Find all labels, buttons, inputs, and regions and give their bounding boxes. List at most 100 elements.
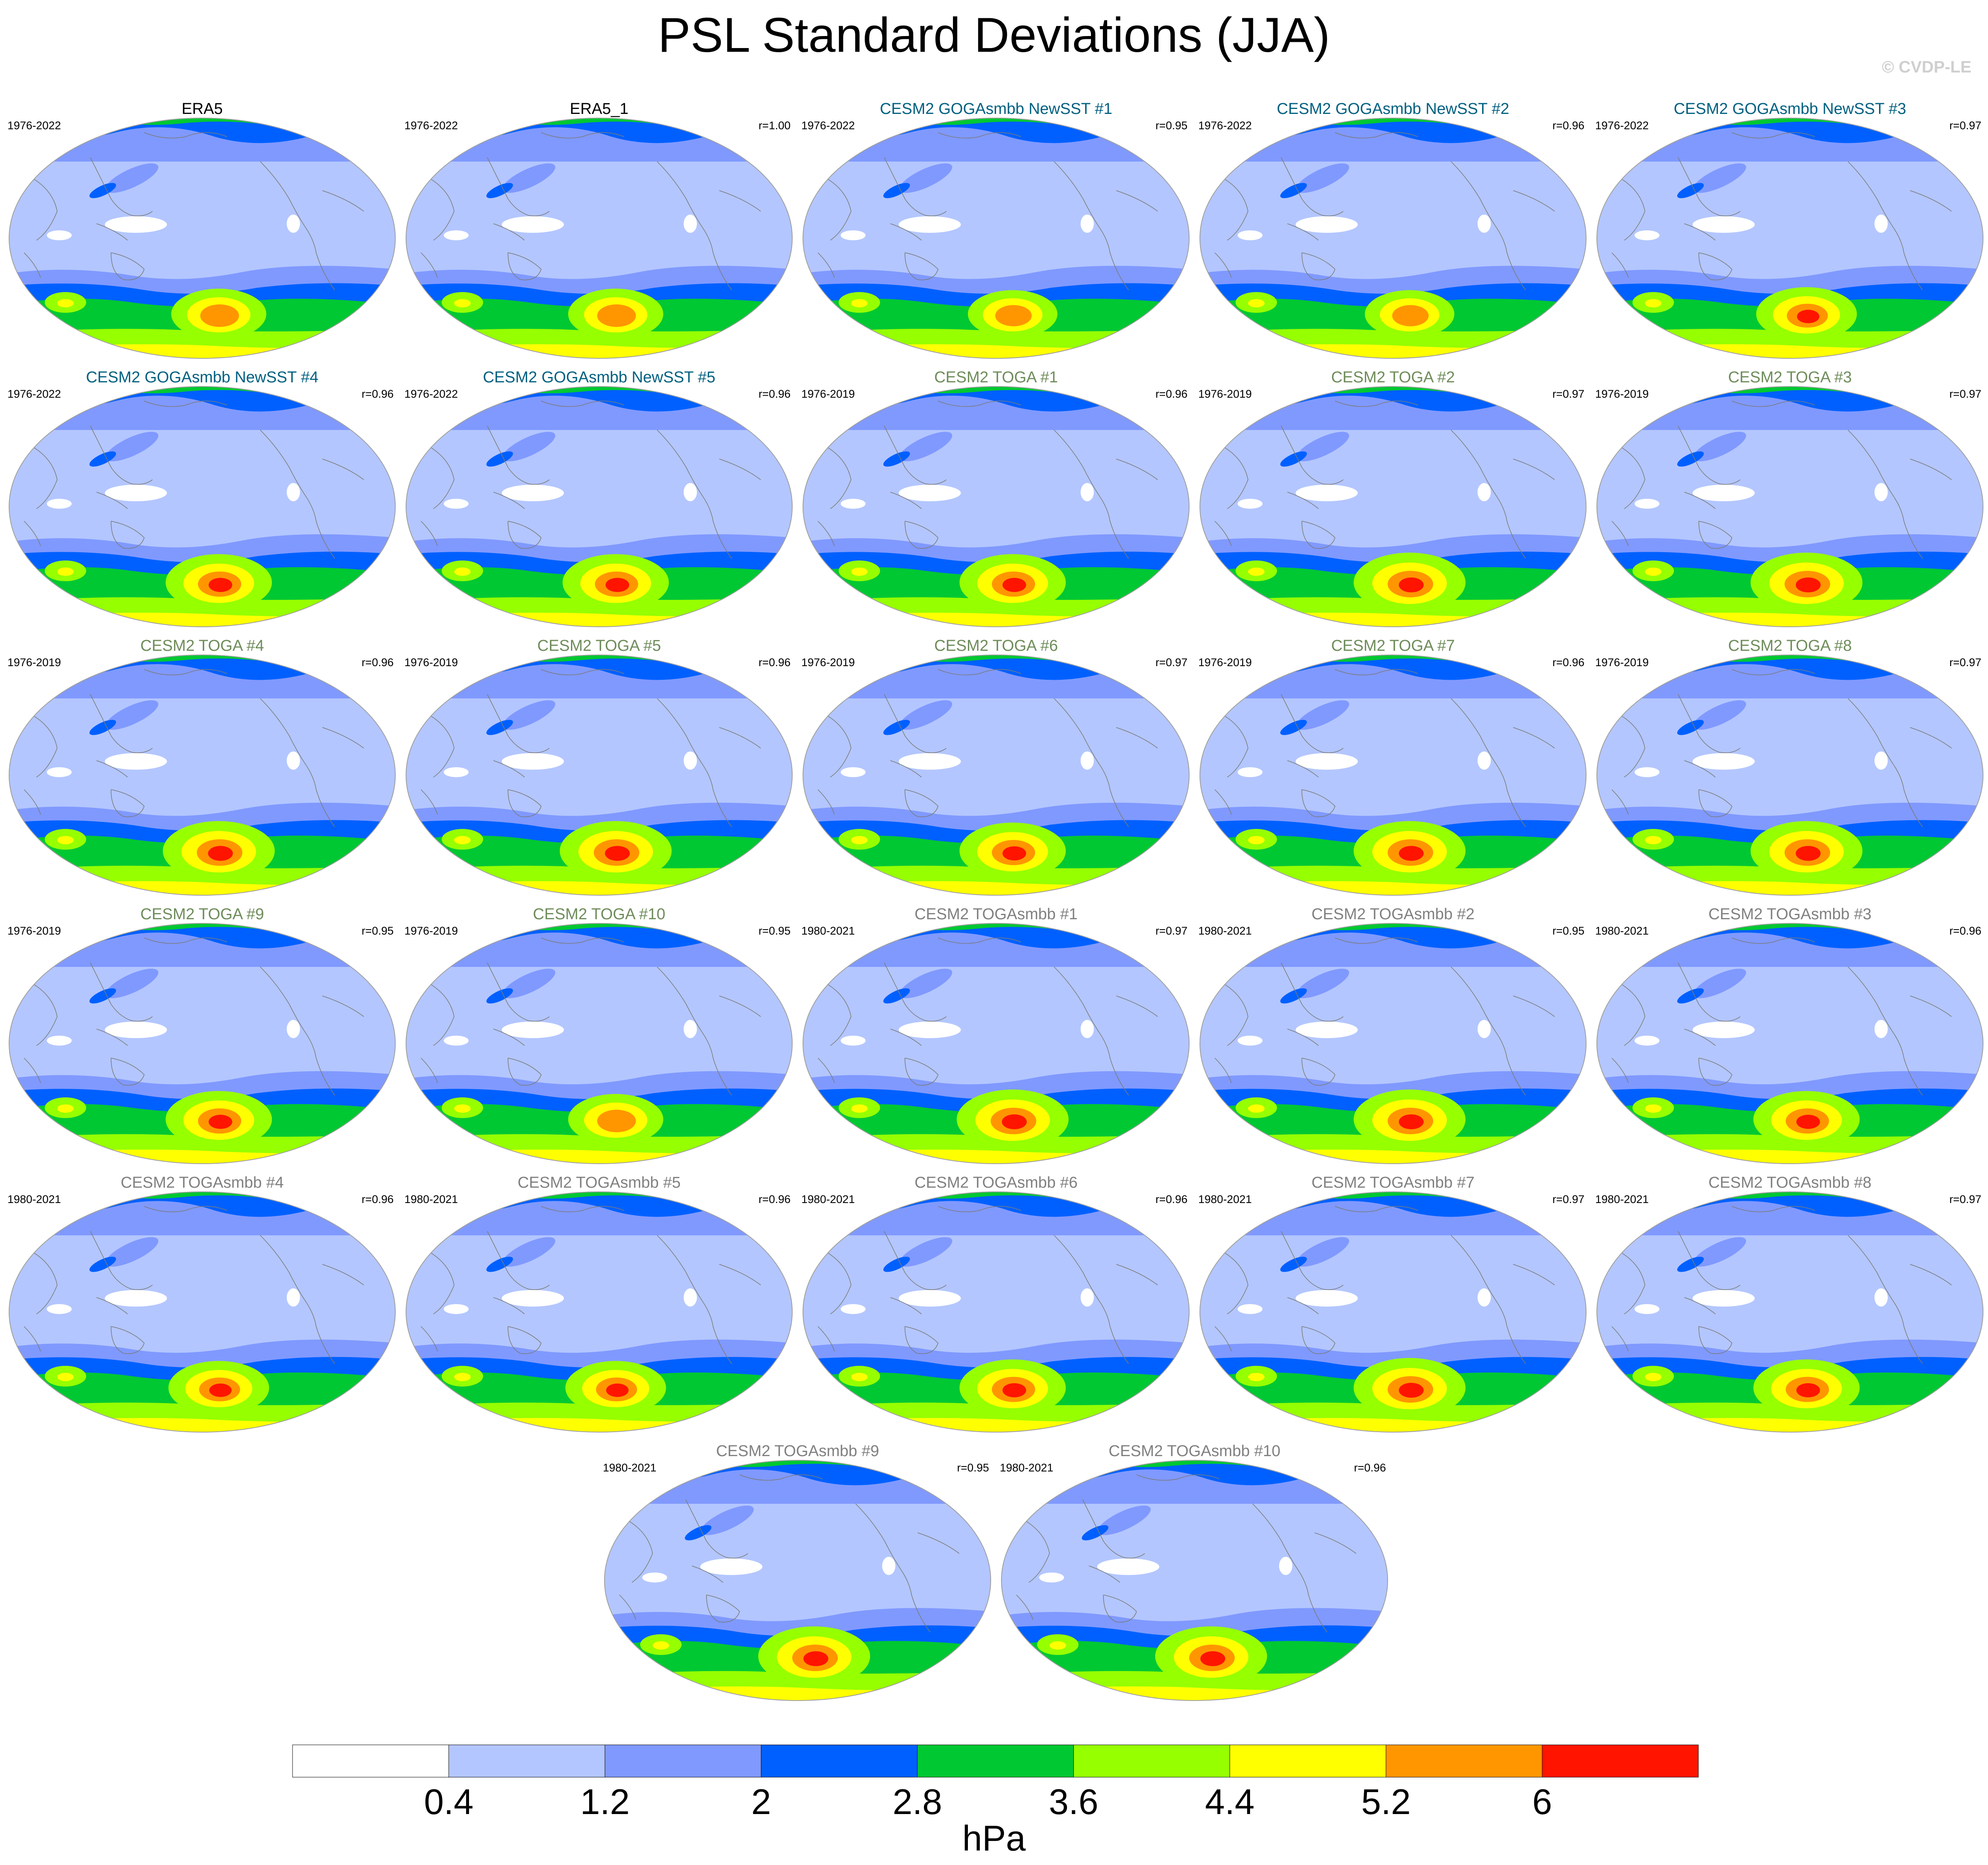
panel-title: CESM2 TOGA #8 bbox=[1728, 637, 1852, 655]
map-outline bbox=[1596, 386, 1983, 627]
psl-stddev-map bbox=[406, 386, 793, 627]
panel-title: CESM2 GOGAsmbb NewSST #3 bbox=[1674, 100, 1906, 118]
panel-title: CESM2 TOGAsmbb #1 bbox=[914, 906, 1078, 923]
panel-pattern-correlation: r=0.95 bbox=[758, 925, 791, 937]
panel-title: CESM2 GOGAsmbb NewSST #1 bbox=[880, 100, 1113, 118]
colorbar-tick-label: 6 bbox=[1532, 1782, 1552, 1822]
map-outline bbox=[1596, 1191, 1983, 1433]
panel-period: 1976-2022 bbox=[7, 119, 61, 132]
panel-title: CESM2 TOGA #7 bbox=[1331, 637, 1455, 655]
panel-pattern-correlation: r=0.96 bbox=[1155, 1193, 1187, 1205]
map-outline bbox=[9, 1191, 396, 1433]
panel-title: ERA5 bbox=[181, 100, 223, 118]
map-panel: CESM2 TOGA #6 1976-2019 r=0.97 bbox=[801, 636, 1191, 897]
map-panel: CESM2 TOGA #10 1976-2019 r=0.95 bbox=[404, 905, 794, 1166]
panel-pattern-correlation: r=0.97 bbox=[1949, 119, 1981, 132]
colorbar-units: hPa bbox=[962, 1819, 1026, 1858]
panel-pattern-correlation: r=0.97 bbox=[1949, 656, 1981, 669]
panel-title: CESM2 TOGA #2 bbox=[1331, 369, 1455, 386]
map-outline bbox=[1596, 118, 1983, 359]
map-outline bbox=[803, 118, 1190, 359]
map-outline bbox=[406, 1191, 793, 1433]
panel-period: 1980-2021 bbox=[801, 925, 855, 937]
panel-pattern-correlation: r=0.96 bbox=[361, 388, 394, 400]
map-outline bbox=[406, 386, 793, 627]
panel-period: 1980-2021 bbox=[1198, 1193, 1252, 1205]
map-panel: ERA5 1976-2022 bbox=[7, 99, 397, 360]
map-panel: CESM2 TOGA #4 1976-2019 r=0.96 bbox=[7, 636, 397, 897]
page-title: PSL Standard Deviations (JJA) bbox=[658, 8, 1330, 63]
panel-period: 1980-2021 bbox=[7, 1193, 61, 1205]
map-outline bbox=[1200, 386, 1587, 627]
panel-pattern-correlation: r=0.97 bbox=[1155, 656, 1187, 669]
map-panel: CESM2 TOGAsmbb #2 1980-2021 r=0.95 bbox=[1198, 905, 1588, 1166]
map-outline bbox=[406, 655, 793, 896]
panel-pattern-correlation: r=0.96 bbox=[1552, 656, 1584, 669]
panel-pattern-correlation: r=0.96 bbox=[1354, 1462, 1386, 1474]
map-panel: CESM2 TOGAsmbb #3 1980-2021 r=0.96 bbox=[1595, 905, 1985, 1166]
panel-period: 1976-2019 bbox=[1595, 656, 1649, 669]
map-panel: CESM2 TOGA #5 1976-2019 r=0.96 bbox=[404, 636, 794, 897]
panel-pattern-correlation: r=0.96 bbox=[361, 656, 394, 669]
map-panel: CESM2 TOGAsmbb #9 1980-2021 r=0.95 bbox=[603, 1442, 992, 1703]
psl-contour-fill bbox=[9, 1192, 395, 1432]
panel-title: CESM2 TOGA #1 bbox=[934, 369, 1058, 386]
psl-stddev-map bbox=[9, 118, 396, 359]
panel-pattern-correlation: r=0.96 bbox=[1155, 388, 1187, 400]
map-outline bbox=[803, 923, 1190, 1164]
psl-stddev-map bbox=[803, 386, 1190, 627]
map-outline bbox=[803, 655, 1190, 896]
psl-contour-fill bbox=[1001, 1460, 1388, 1701]
map-panel: CESM2 TOGAsmbb #1 1980-2021 r=0.97 bbox=[801, 905, 1191, 1166]
map-panel: CESM2 TOGAsmbb #6 1980-2021 r=0.96 bbox=[801, 1173, 1191, 1434]
map-panel: CESM2 TOGAsmbb #5 1980-2021 r=0.96 bbox=[404, 1173, 794, 1434]
panel-pattern-correlation: r=0.95 bbox=[1552, 925, 1584, 937]
psl-stddev-map bbox=[1200, 923, 1587, 1164]
panel-title: CESM2 TOGAsmbb #6 bbox=[914, 1174, 1078, 1191]
panel-title: CESM2 TOGAsmbb #4 bbox=[121, 1174, 284, 1191]
panel-pattern-correlation: r=0.96 bbox=[758, 388, 791, 400]
map-outline bbox=[406, 118, 793, 359]
panel-title: CESM2 TOGA #3 bbox=[1728, 369, 1852, 386]
psl-stddev-map bbox=[1596, 386, 1983, 627]
panel-title: CESM2 TOGAsmbb #8 bbox=[1708, 1174, 1872, 1191]
panel-period: 1976-2019 bbox=[801, 388, 855, 400]
map-outline bbox=[604, 1460, 991, 1701]
psl-stddev-map bbox=[9, 1191, 396, 1433]
panel-pattern-correlation: r=0.95 bbox=[1155, 119, 1187, 132]
panel-title: CESM2 GOGAsmbb NewSST #4 bbox=[86, 369, 319, 386]
map-outline bbox=[1200, 655, 1587, 896]
panel-title: CESM2 TOGAsmbb #10 bbox=[1108, 1442, 1281, 1460]
map-outline bbox=[9, 923, 396, 1164]
psl-stddev-map bbox=[1200, 118, 1587, 359]
psl-stddev-map bbox=[803, 655, 1190, 896]
map-outline bbox=[1596, 923, 1983, 1164]
map-panel: ERA5_1 1976-2022 r=1.00 bbox=[404, 99, 794, 360]
map-panel: CESM2 TOGAsmbb #10 1980-2021 r=0.96 bbox=[1000, 1442, 1389, 1703]
map-outline bbox=[406, 923, 793, 1164]
colorbar-tick-label: 5.2 bbox=[1361, 1782, 1411, 1822]
psl-stddev-map bbox=[406, 1191, 793, 1433]
colorbar-tick-label: 2.8 bbox=[892, 1782, 942, 1822]
map-panel: CESM2 TOGAsmbb #7 1980-2021 r=0.97 bbox=[1198, 1173, 1588, 1434]
psl-stddev-map bbox=[1200, 386, 1587, 627]
panel-pattern-correlation: r=0.96 bbox=[1949, 925, 1981, 937]
psl-contour-fill bbox=[1597, 1192, 1983, 1432]
colorbar-tick-label: 2 bbox=[751, 1782, 771, 1822]
panel-period: 1980-2021 bbox=[1000, 1462, 1054, 1474]
map-panel: CESM2 GOGAsmbb NewSST #1 1976-2022 r=0.95 bbox=[801, 99, 1191, 360]
panel-period: 1980-2021 bbox=[1595, 1193, 1649, 1205]
map-panel: CESM2 TOGA #9 1976-2019 r=0.95 bbox=[7, 905, 397, 1166]
map-panel: CESM2 TOGA #2 1976-2019 r=0.97 bbox=[1198, 368, 1588, 629]
map-outline bbox=[9, 386, 396, 627]
psl-stddev-map bbox=[406, 118, 793, 359]
panel-title: CESM2 TOGA #9 bbox=[140, 906, 264, 923]
map-outline bbox=[1200, 118, 1587, 359]
panel-title: CESM2 TOGA #10 bbox=[533, 906, 665, 923]
psl-contour-fill bbox=[406, 387, 792, 627]
map-panel: CESM2 GOGAsmbb NewSST #4 1976-2022 r=0.96 bbox=[7, 368, 397, 629]
map-panel: CESM2 GOGAsmbb NewSST #5 1976-2022 r=0.96 bbox=[404, 368, 794, 629]
psl-stddev-map bbox=[9, 386, 396, 627]
map-panel: CESM2 TOGAsmbb #8 1980-2021 r=0.97 bbox=[1595, 1173, 1985, 1434]
panel-period: 1976-2022 bbox=[1198, 119, 1252, 132]
